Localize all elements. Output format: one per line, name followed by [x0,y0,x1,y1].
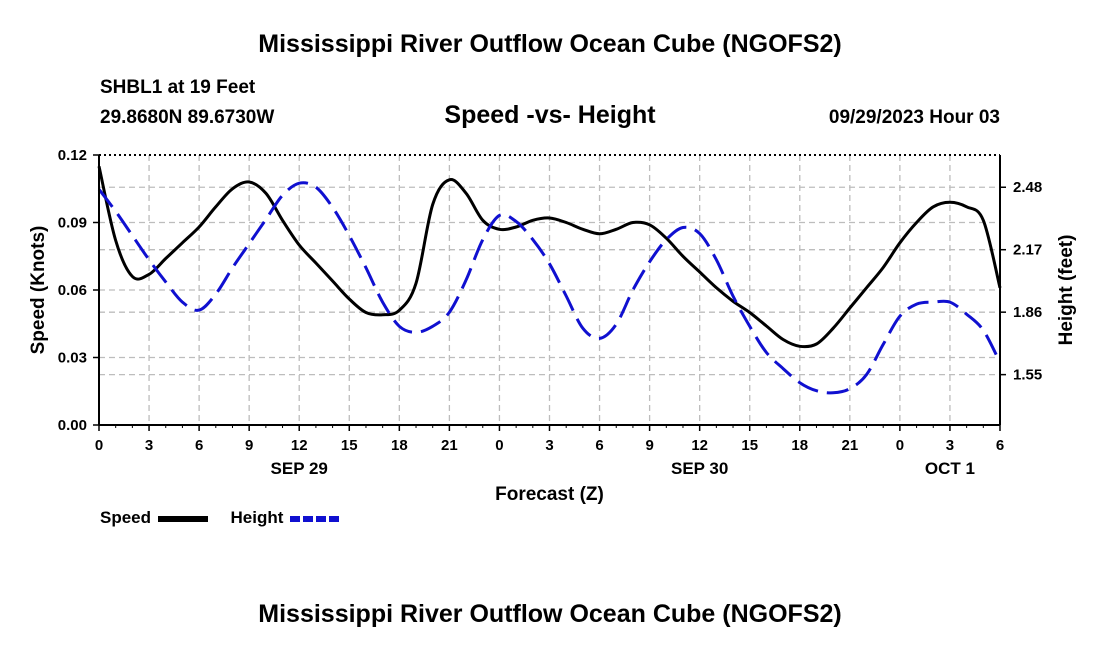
station-coordinates: 29.8680N 89.6730W [100,107,275,128]
y2-axis-title: Height (feet) [1056,235,1077,346]
legend-swatch-height [290,515,341,522]
y2-tick-label: 1.86 [1013,304,1042,321]
x-tick-label: 15 [741,437,758,454]
x-axis-title: Forecast (Z) [495,484,604,505]
legend: Speed Height [100,508,344,528]
y-tick-label: 0.06 [58,282,87,299]
x-tick-label: 12 [291,437,308,454]
x-tick-label: 21 [441,437,458,454]
y2-tick-label: 2.48 [1013,179,1042,196]
station-label: SHBL1 at 19 Feet [100,77,256,98]
x-tick-label: 18 [391,437,408,454]
y-tick-label: 0.00 [58,417,87,434]
y-axis-title: Speed (Knots) [28,226,49,355]
legend-label-height: Height [230,508,284,527]
x-tick-label: 0 [495,437,503,454]
x-tick-label: 21 [841,437,858,454]
footer-title: Mississippi River Outflow Ocean Cube (NG… [258,600,842,628]
x-tick-label: 9 [245,437,253,454]
x-tick-label: 3 [946,437,954,454]
chart-title: Speed -vs- Height [444,101,656,129]
y-tick-label: 0.09 [58,215,87,232]
x-tick-label: 3 [545,437,553,454]
x-tick-label: 0 [896,437,904,454]
x-tick-label: 9 [645,437,653,454]
x-tick-label: 3 [145,437,153,454]
x-tick-label: 6 [595,437,603,454]
series-line-speed [97,165,1002,349]
forecast-datetime: 09/29/2023 Hour 03 [828,107,1000,128]
legend-swatch-speed [157,515,208,522]
y2-tick-label: 2.17 [1013,242,1042,259]
x-tick-label: 6 [195,437,203,454]
series-line-height [97,181,1002,395]
y2-tick-label: 1.55 [1013,367,1042,384]
date-label: OCT 1 [925,459,975,478]
date-label: SEP 30 [671,459,728,478]
y-tick-label: 0.12 [58,147,87,164]
legend-label-speed: Speed [100,508,152,527]
date-label: SEP 29 [271,459,328,478]
x-tick-label: 18 [791,437,808,454]
page-title: Mississippi River Outflow Ocean Cube (NG… [258,30,842,58]
x-tick-label: 0 [95,437,103,454]
x-tick-label: 12 [691,437,708,454]
y-tick-label: 0.03 [58,350,87,367]
x-tick-label: 15 [341,437,358,454]
x-tick-label: 6 [996,437,1004,454]
